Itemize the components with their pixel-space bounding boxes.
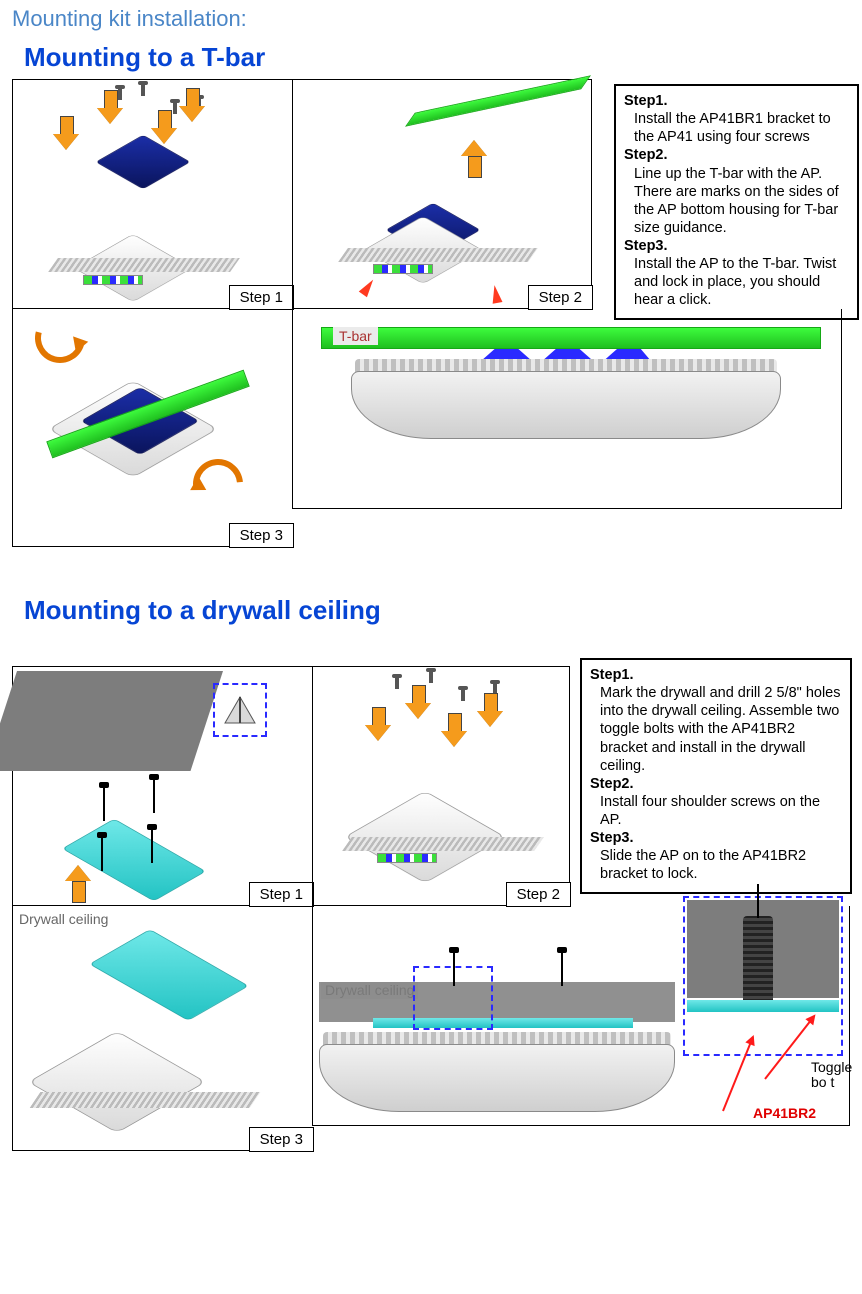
drywall-side-cell: Drywall ceiling Toggle <box>312 906 850 1126</box>
tbar-side-cell: T-bar <box>292 309 842 509</box>
section-title-drywall: Mounting to a drywall ceiling <box>24 595 862 626</box>
drywall-step2-cell: Step 2 <box>312 666 570 906</box>
arrow-up-icon <box>67 865 89 901</box>
section-title-tbar: Mounting to a T-bar <box>24 42 862 73</box>
arrow-down-icon <box>443 713 465 749</box>
toggle-bolt-label: Toggle bo t <box>811 1060 852 1089</box>
arrow-down-icon <box>367 707 389 743</box>
ap-ridges <box>30 1092 261 1108</box>
step-label: Step 3 <box>249 1127 314 1152</box>
drywall-step3-cell: Drywall ceiling Step 3 <box>12 906 312 1151</box>
ap-body <box>319 1044 675 1112</box>
toggle-bolt-icon <box>101 837 103 871</box>
ap-ports <box>373 264 433 274</box>
instructions-box: Step1. Mark the drywall and drill 2 5/8"… <box>580 658 852 894</box>
ap-body <box>351 371 781 439</box>
bracket-label: AP41BR2 <box>753 1106 816 1121</box>
instr-step3-body: Install the AP to the T-bar. Twist and l… <box>624 255 849 309</box>
arrow-down-icon <box>153 110 175 146</box>
instr-step2-h: Step2. <box>624 147 668 163</box>
arrow-down-icon <box>181 88 203 124</box>
drywall-grid: Step1. Mark the drywall and drill 2 5/8"… <box>12 666 852 1151</box>
twist-arrow-icon <box>183 449 253 519</box>
drywall-instructions: Step1. Mark the drywall and drill 2 5/8"… <box>580 658 852 894</box>
tbar-grid: Step1. Install the AP41BR1 bracket to th… <box>12 79 852 547</box>
page-title: Mounting kit installation: <box>12 6 862 32</box>
cyan-bracket-side <box>687 1000 839 1012</box>
arrow-down-icon <box>55 116 77 152</box>
screw-icon <box>395 677 399 689</box>
anchor-icon <box>223 695 257 725</box>
red-pointer-icon <box>359 277 378 297</box>
ceiling-block <box>0 671 223 771</box>
step-label: Step 1 <box>229 285 294 310</box>
step-label: Step 2 <box>506 882 571 907</box>
arrow-down-icon <box>479 693 501 729</box>
tbar-strip-icon <box>405 75 591 126</box>
ap-ports <box>377 853 437 863</box>
arrow-down-icon <box>99 90 121 126</box>
red-pointer-icon <box>490 284 503 303</box>
cyan-bracket-icon <box>89 929 249 1021</box>
tbar-step1-cell: Step 1 <box>12 79 292 309</box>
instr-step1-body: Mark the drywall and drill 2 5/8" holes … <box>590 684 842 775</box>
step-label: Step 1 <box>249 882 314 907</box>
instr-step1-body: Install the AP41BR1 bracket to the AP41 … <box>624 110 849 146</box>
screw-icon <box>461 689 465 701</box>
instr-step2-body: Install four shoulder screws on the AP. <box>590 793 842 829</box>
tbar-step3-cell: Step 3 <box>12 309 292 547</box>
twist-arrow-icon <box>26 304 94 372</box>
ap-top-plate <box>28 1031 206 1133</box>
toggle-bolt-icon <box>151 829 153 863</box>
ap-side-view <box>319 1014 675 1114</box>
instr-step1-h: Step1. <box>590 667 634 683</box>
bolt-thread-icon <box>743 916 773 1008</box>
step-label: Step 2 <box>528 285 593 310</box>
screw-icon <box>141 84 145 96</box>
instr-step3-body: Slide the AP on to the AP41BR2 bracket t… <box>590 847 842 883</box>
toggle-bolt-icon <box>103 787 105 821</box>
ceiling-label: Drywall ceiling <box>19 912 108 927</box>
instr-step2-body: Line up the T-bar with the AP. There are… <box>624 165 849 238</box>
instr-step1-h: Step1. <box>624 93 668 109</box>
ap-ports <box>83 275 143 285</box>
instr-step3-h: Step3. <box>624 238 668 254</box>
step-label: Step 3 <box>229 523 294 548</box>
tbar-step2-cell: Step 2 <box>292 79 592 309</box>
ap-side-view <box>351 341 781 441</box>
arrow-down-icon <box>407 685 429 721</box>
toggle-bolt-icon <box>153 779 155 813</box>
instr-step2-h: Step2. <box>590 776 634 792</box>
instr-step3-h: Step3. <box>590 830 634 846</box>
instructions-box: Step1. Install the AP41BR1 bracket to th… <box>614 84 859 320</box>
ap-ridges <box>342 837 544 851</box>
toggle-bolt-icon <box>561 952 563 986</box>
screw-icon <box>429 671 433 683</box>
drywall-step1-cell: Drywall ceiling Step 1 <box>12 666 312 906</box>
ap-ridges <box>338 248 538 262</box>
ap-ridges <box>48 258 240 272</box>
bolt-shaft <box>757 884 759 918</box>
arrow-up-icon <box>463 140 485 176</box>
tbar-instructions: Step1. Install the AP41BR1 bracket to th… <box>614 84 859 320</box>
